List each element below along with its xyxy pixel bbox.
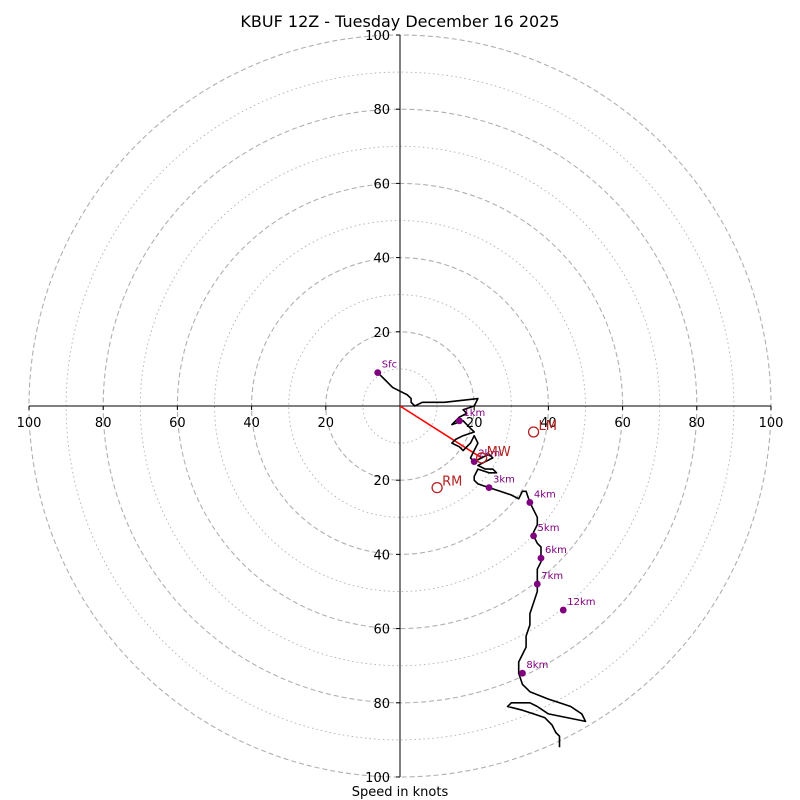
y-tick-label: 80 bbox=[373, 697, 390, 712]
height-marker-label: 2km bbox=[478, 449, 500, 460]
y-tick-label: 20 bbox=[373, 326, 390, 341]
height-marker-point bbox=[485, 484, 493, 492]
x-tick-label: 100 bbox=[759, 416, 784, 431]
storm-motion-point bbox=[527, 426, 540, 438]
height-marker-label: 4km bbox=[534, 489, 556, 500]
y-tick-label: 40 bbox=[373, 252, 390, 267]
height-marker-point bbox=[559, 606, 567, 614]
x-axis-label: Speed in knots bbox=[352, 785, 449, 800]
x-tick-label: 100 bbox=[17, 416, 42, 431]
storm-motion-label: RM bbox=[442, 475, 462, 490]
storm-motion-markers: LM MW RM bbox=[431, 419, 557, 494]
height-marker-label: 1km bbox=[463, 408, 485, 419]
height-marker-label: Sfc bbox=[382, 360, 397, 371]
shear-vector bbox=[399, 405, 483, 459]
x-tick-label: 60 bbox=[614, 416, 631, 431]
x-tick-label: 60 bbox=[169, 416, 186, 431]
height-marker-label: 12km bbox=[567, 597, 595, 608]
height-marker-point bbox=[533, 580, 541, 588]
y-tick-label: 100 bbox=[365, 29, 390, 44]
y-tick-label: 40 bbox=[373, 548, 390, 563]
hodograph-trace bbox=[377, 372, 587, 748]
height-marker-point bbox=[470, 458, 478, 466]
y-tick-label: 80 bbox=[373, 103, 390, 118]
storm-motion-point bbox=[475, 452, 488, 464]
y-tick-label: 100 bbox=[365, 771, 390, 786]
storm-motion-point bbox=[431, 481, 443, 494]
y-tick-label: 20 bbox=[373, 474, 390, 489]
height-marker-label: 5km bbox=[538, 523, 560, 534]
x-tick-label: 40 bbox=[243, 416, 260, 431]
y-tick-label: 60 bbox=[373, 623, 390, 638]
storm-motion-label: LM bbox=[539, 419, 557, 434]
hodograph-trace-layer bbox=[377, 372, 587, 748]
x-tick-label: 80 bbox=[689, 416, 706, 431]
height-marker-point bbox=[374, 369, 382, 377]
y-tick-label: 60 bbox=[373, 177, 390, 192]
storm-motion-label: MW bbox=[487, 445, 511, 460]
x-tick-label: 80 bbox=[95, 416, 112, 431]
height-marker-point bbox=[537, 554, 545, 562]
tick-labels: 100 80 60 40 20 20 40 60 80 100204060801002040608… bbox=[17, 29, 784, 786]
height-marker-label: 6km bbox=[545, 545, 567, 556]
shear-vector-layer bbox=[399, 405, 483, 459]
height-marker-point bbox=[526, 499, 534, 506]
height-marker-label: 3km bbox=[493, 475, 515, 486]
x-tick-label: 20 bbox=[318, 416, 335, 431]
height-marker-point bbox=[530, 532, 537, 540]
height-marker-point bbox=[519, 669, 526, 677]
x-tick-label: 40 bbox=[540, 416, 557, 431]
chart-title: KBUF 12Z - Tuesday December 16 2025 bbox=[240, 12, 559, 31]
height-marker-label: 8km bbox=[526, 660, 548, 671]
height-marker-point bbox=[455, 417, 463, 425]
height-marker-label: 7km bbox=[541, 571, 563, 582]
height-markers: Sfc 1km 2km 3km 4km 5km 6km 7km 8km 12km bbox=[374, 360, 596, 677]
